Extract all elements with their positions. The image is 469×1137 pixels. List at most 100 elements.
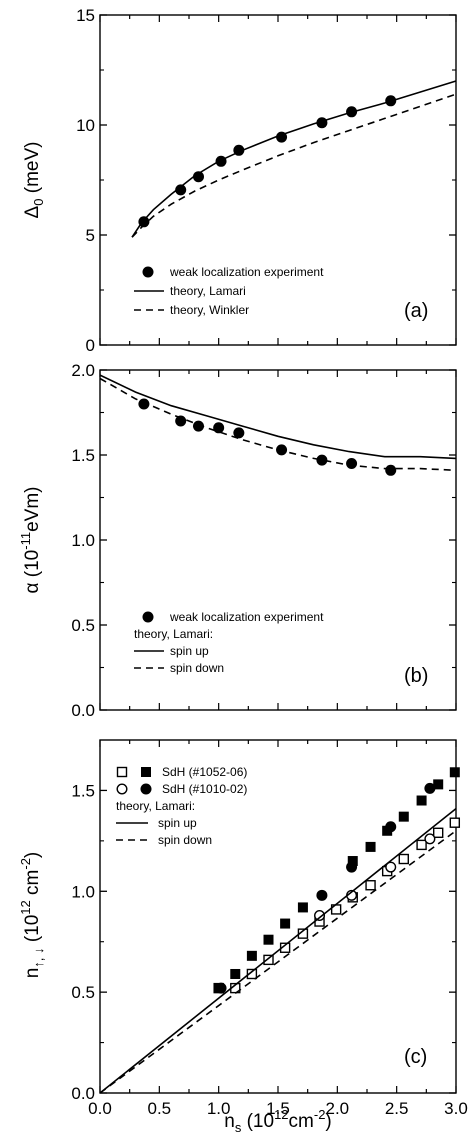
series-line bbox=[131, 93, 457, 238]
data-point bbox=[314, 909, 326, 921]
data-point bbox=[416, 839, 427, 851]
x-tick-label: 2.5 bbox=[385, 1099, 409, 1118]
data-point bbox=[433, 827, 444, 838]
x-tick-label: 2.0 bbox=[326, 1099, 350, 1118]
data-point bbox=[316, 889, 328, 901]
legend-label: SdH (#1052-06) bbox=[162, 765, 247, 779]
data-point bbox=[192, 420, 204, 432]
series-line bbox=[99, 807, 457, 1094]
legend-label: theory, Lamari bbox=[170, 284, 246, 298]
data-point bbox=[365, 841, 376, 852]
y-tick-label: 0.0 bbox=[71, 701, 95, 720]
data-point bbox=[385, 821, 397, 833]
data-point bbox=[175, 184, 187, 196]
panel-label: (c) bbox=[404, 1046, 427, 1068]
panel-label: (b) bbox=[404, 665, 428, 687]
data-point bbox=[449, 767, 460, 778]
data-point bbox=[280, 918, 291, 929]
legend-label: weak localization experiment bbox=[169, 265, 324, 279]
legend-label: theory, Lamari: bbox=[116, 799, 195, 813]
panel-label: (a) bbox=[404, 300, 428, 322]
x-tick-label: 3.0 bbox=[444, 1099, 468, 1118]
legend-label: SdH (#1010-02) bbox=[162, 782, 247, 796]
plot-frame bbox=[99, 14, 457, 346]
data-point bbox=[385, 861, 397, 873]
y-tick-label: 2.0 bbox=[71, 361, 95, 380]
y-tick-label: 1.5 bbox=[71, 781, 95, 800]
data-point bbox=[233, 427, 245, 439]
data-point bbox=[346, 458, 358, 469]
legend-marker bbox=[141, 767, 151, 777]
plot-frame bbox=[99, 369, 457, 711]
legend-marker bbox=[140, 783, 152, 795]
data-marks bbox=[99, 374, 457, 476]
data-point bbox=[385, 464, 397, 476]
y-tick-label: 1.0 bbox=[71, 882, 95, 901]
data-point bbox=[246, 950, 257, 961]
y-tick-label: 0.5 bbox=[71, 983, 95, 1002]
panel-b: 0.0 0.5 1.0 1.5 2.0 weak localization experi… bbox=[18, 361, 457, 720]
legend-label: spin down bbox=[158, 833, 212, 847]
plot-frame bbox=[99, 739, 457, 1094]
data-point bbox=[346, 861, 358, 873]
legend-marker bbox=[116, 783, 128, 795]
y-tick-label: 0 bbox=[86, 336, 95, 355]
data-point bbox=[424, 782, 436, 794]
data-point bbox=[263, 934, 274, 945]
data-point bbox=[246, 968, 258, 980]
y-tick-label: 10 bbox=[76, 116, 95, 135]
data-point bbox=[230, 968, 241, 979]
data-marks bbox=[99, 767, 461, 1094]
data-point bbox=[263, 954, 274, 966]
data-marks bbox=[131, 80, 457, 238]
data-point bbox=[276, 444, 288, 456]
legend: weak localization experiment theory, Lama… bbox=[134, 265, 324, 317]
x-tick-label: 0.5 bbox=[148, 1099, 172, 1118]
y-axis-label: n↑, ↓ (1012 cm-2) bbox=[18, 852, 46, 979]
tick-marks: 0.0 0.5 1.0 1.5 2.0 bbox=[71, 361, 457, 720]
data-point bbox=[316, 454, 328, 466]
series-line bbox=[131, 80, 457, 238]
legend-label: theory, Winkler bbox=[170, 303, 249, 317]
data-point bbox=[398, 811, 409, 822]
data-point bbox=[424, 833, 436, 845]
y-tick-label: 0.5 bbox=[71, 616, 95, 635]
series-line bbox=[99, 830, 457, 1094]
data-point bbox=[433, 779, 444, 790]
x-tick-label: 1.0 bbox=[207, 1099, 231, 1118]
data-point bbox=[192, 171, 204, 183]
data-point bbox=[365, 880, 376, 891]
data-point bbox=[297, 902, 308, 913]
legend-marker bbox=[142, 266, 154, 278]
legend-label: theory, Lamari: bbox=[134, 627, 213, 641]
legend-label: spin up bbox=[170, 644, 209, 658]
x-tick-label: 0.0 bbox=[88, 1099, 112, 1118]
x-axis-label: ns (1012cm-2) bbox=[224, 1107, 332, 1135]
y-tick-label: 15 bbox=[76, 6, 95, 25]
legend-label: spin up bbox=[158, 816, 197, 830]
legend-label: weak localization experiment bbox=[169, 610, 324, 624]
data-point bbox=[138, 398, 150, 410]
y-tick-label: 0.0 bbox=[71, 1084, 95, 1103]
data-point bbox=[416, 795, 427, 806]
series-line bbox=[99, 374, 457, 460]
data-point bbox=[215, 982, 227, 994]
series-line bbox=[99, 377, 457, 472]
legend-label: spin down bbox=[170, 661, 224, 675]
legend: SdH (#1052-06) SdH (#1010-02) theory, Lama… bbox=[116, 765, 247, 847]
data-point bbox=[213, 422, 225, 434]
legend: weak localization experiment theory, Lama… bbox=[134, 610, 324, 675]
tick-marks: 0 5 10 15 bbox=[76, 6, 457, 355]
data-point bbox=[398, 853, 409, 865]
y-axis-label: Δ0 (meV) bbox=[22, 142, 46, 219]
x-tick-label: 1.5 bbox=[266, 1099, 290, 1118]
y-tick-label: 1.5 bbox=[71, 446, 95, 465]
data-point bbox=[449, 817, 461, 828]
legend-marker bbox=[116, 766, 128, 778]
y-axis-label: α (10-11eVm) bbox=[18, 487, 43, 594]
tick-marks: 0.0 0.5 1.0 1.5 0.0 0.5 1.0 1.5 2.0 2.5 3.0 bbox=[71, 740, 468, 1118]
data-point bbox=[347, 856, 358, 867]
panel-c: 0.0 0.5 1.0 1.5 0.0 0.5 1.0 1.5 2.0 2.5 3.0 SdH (#… bbox=[18, 739, 468, 1135]
data-point bbox=[175, 415, 187, 427]
